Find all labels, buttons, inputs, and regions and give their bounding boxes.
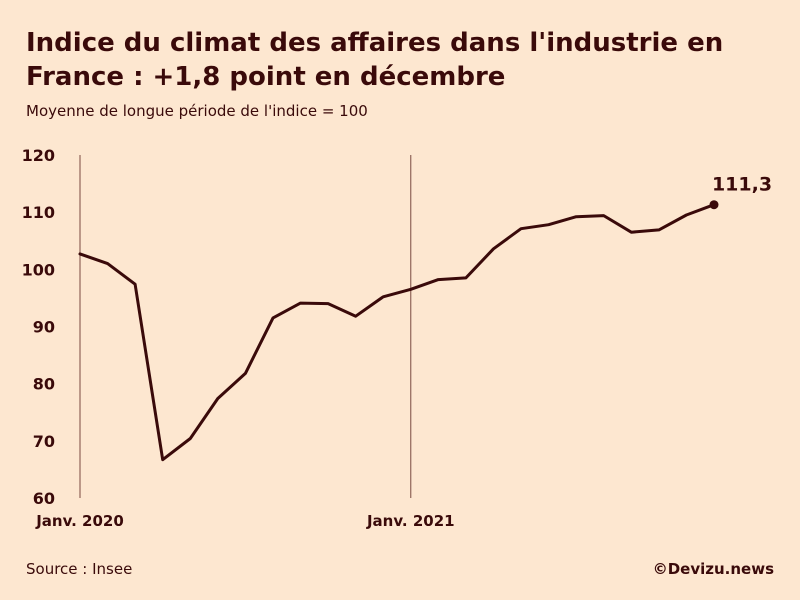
source-note: Source : Insee bbox=[26, 560, 133, 578]
y-tick-label: 80 bbox=[33, 375, 55, 394]
x-tick-label: Janv. 2021 bbox=[366, 512, 455, 530]
annotations: 111,3 bbox=[709, 174, 772, 210]
data-series bbox=[78, 203, 716, 462]
y-tick-label: 110 bbox=[22, 203, 55, 222]
chart-title: Indice du climat des affaires dans l'ind… bbox=[26, 28, 724, 92]
y-axis-labels: 60 70 80 90 100 110 120 bbox=[22, 146, 55, 508]
y-tick-label: 60 bbox=[33, 489, 55, 508]
series-line bbox=[78, 203, 716, 462]
y-tick-label: 70 bbox=[33, 432, 55, 451]
brand-credit: ©Devizu.news bbox=[652, 560, 774, 578]
x-axis-markers: Janv. 2020 Janv. 2021 bbox=[35, 155, 455, 530]
end-value-label: 111,3 bbox=[712, 174, 772, 196]
x-tick-label: Janv. 2020 bbox=[35, 512, 124, 530]
end-point-marker bbox=[709, 200, 719, 210]
y-tick-label: 120 bbox=[22, 146, 55, 165]
y-tick-label: 100 bbox=[22, 260, 55, 279]
y-tick-label: 90 bbox=[33, 318, 55, 337]
chart-subtitle: Moyenne de longue période de l'indice = … bbox=[26, 102, 368, 120]
